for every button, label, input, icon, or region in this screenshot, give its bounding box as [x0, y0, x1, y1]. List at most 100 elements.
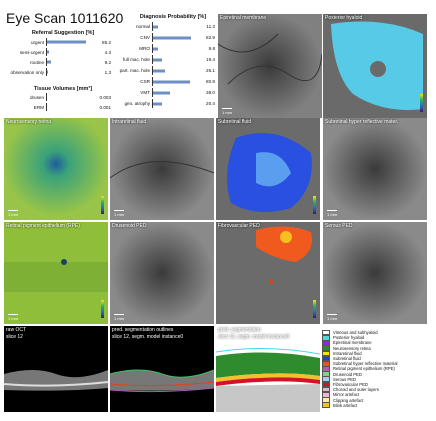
pred-seg-label: pred. segmentation	[218, 327, 261, 333]
raw-slice-label: slice 12	[6, 334, 23, 340]
page-title: Eye Scan 1011620	[6, 10, 124, 26]
legend-swatch	[322, 366, 330, 372]
legend-item: Mirror artefact	[322, 392, 434, 398]
bar-value: 82.9	[206, 35, 215, 40]
bar-fill	[153, 36, 192, 39]
legend-item: Subretinal fluid	[322, 355, 434, 362]
legend-swatch	[322, 360, 330, 367]
legend-swatch	[322, 386, 330, 393]
legend-item: Choroid and outer layers	[322, 386, 434, 393]
bar-fill	[47, 50, 49, 54]
bar-track	[46, 48, 93, 56]
bar-track	[46, 68, 93, 76]
legend-item: Intraretinal fluid	[322, 350, 434, 357]
diagnosis-title: Diagnosis Probability [%]	[139, 14, 207, 20]
bar-track	[46, 38, 93, 46]
bar-row: ERM 0.001	[4, 102, 112, 112]
bar-label: part. mac. hole	[119, 68, 150, 73]
neurosensory-retina-map: Neurosensory retina 1 mm	[4, 118, 108, 220]
bar-track	[46, 103, 93, 111]
legend-swatch	[322, 334, 330, 341]
bar-track	[152, 44, 199, 53]
legend-swatch	[322, 345, 330, 351]
scale-label: 1 mm	[8, 212, 18, 217]
bar-label: full mac. hole	[122, 57, 150, 62]
tile-label: Neurosensory retina	[6, 119, 52, 125]
bar-label: semi-urgent	[19, 49, 44, 55]
bar-label: normal	[135, 24, 150, 29]
bar-track	[152, 88, 199, 97]
bar-value: 0.001	[99, 104, 112, 110]
pred-outline-label: pred. segmentation outlines	[112, 327, 174, 333]
legend-label: Drusenoid PED	[333, 371, 362, 377]
tile-label: Intraretinal fluid	[112, 119, 147, 125]
legend-swatch	[322, 350, 330, 357]
bar-fill	[153, 25, 159, 28]
legend-swatch	[322, 392, 330, 398]
pred-slice-label: slice 12, segm. model instance0	[112, 334, 184, 340]
raw-oct-slice: raw OCT slice 12	[4, 326, 108, 412]
bar-row: full mac. hole 19.4	[116, 54, 216, 65]
bar-track	[152, 22, 199, 31]
bar-row: CSR 80.9	[116, 76, 216, 87]
legend-swatch	[322, 402, 330, 409]
pred-seg-slice-label: slice 12, segm. model instance0	[218, 334, 290, 340]
legend-swatch	[322, 371, 330, 377]
bar-track	[152, 66, 199, 75]
pred-segmentation-slice: pred. segmentation slice 12, segm. model…	[216, 326, 320, 412]
colorbar	[101, 300, 104, 318]
legend-swatch	[322, 376, 330, 383]
bar-label: routine	[29, 59, 44, 65]
legend-label: Epiretinal membrane	[333, 340, 372, 346]
serous-ped-map: Serous PED 1 mm	[323, 222, 427, 324]
bar-value: 20.4	[206, 101, 215, 106]
bar-label: CNV	[140, 35, 150, 40]
bar-fill	[47, 70, 48, 74]
bar-value: 4.3	[104, 49, 111, 55]
bar-row: geo. atrophy 20.4	[116, 98, 216, 109]
bar-fill	[153, 80, 191, 83]
colorbar	[313, 300, 316, 318]
bar-value: 11.3	[206, 24, 215, 29]
legend-item: Epiretinal membrane	[322, 340, 434, 346]
bar-row: VMT 38.0	[116, 87, 216, 98]
intraretinal-fluid-map: Intraretinal fluid 1 mm	[110, 118, 214, 220]
bar-track	[152, 77, 199, 86]
legend-label: Choroid and outer layers	[333, 387, 379, 393]
posterior-hyaloid-map: Posterior hyaloid	[323, 14, 427, 118]
rpe-map: Retinal pigment epithelium (RPE) 1 mm	[4, 222, 108, 324]
legend-item: Retinal pigment epithelium (RPE)	[322, 366, 434, 372]
subretinal-fluid-map: Subretinal fluid	[216, 118, 320, 220]
legend-label: Subretinal hyper reflective material	[333, 361, 398, 367]
hyper-reflective-material-map: Subretinal hyper reflective mater. 1 mm	[323, 118, 427, 220]
bar-fill	[47, 60, 52, 64]
bar-row: observation only 1.3	[4, 67, 112, 77]
legend-swatch	[322, 340, 330, 346]
legend-swatch	[322, 355, 330, 362]
bar-row: urgent 85.2	[4, 37, 112, 47]
pred-outline-slice: pred. segmentation outlines slice 12, se…	[110, 326, 214, 412]
bar-label: drusen	[29, 94, 44, 100]
bar-row: MRO 9.8	[116, 43, 216, 54]
bar-track	[46, 58, 93, 66]
legend-label: Posterior hyaloid	[333, 335, 365, 341]
segmentation-legend: Vitreous and subhyaloid Posterior hyaloid…	[322, 329, 434, 414]
bar-label: VMT	[140, 90, 150, 95]
legend-item: Fibrovascular PED	[322, 381, 434, 388]
bar-value: 19.4	[206, 57, 215, 62]
bar-row: normal 11.3	[116, 21, 216, 32]
scale-label: 1 mm	[114, 316, 124, 321]
tissue-panel: drusen 0.003 ERM 0.001	[4, 92, 112, 114]
scale-label: 1 mm	[327, 212, 337, 217]
scale-label: 1 mm	[8, 316, 18, 321]
legend-label: Retinal pigment epithelium (RPE)	[333, 366, 395, 372]
bar-value: 1.3	[104, 69, 111, 75]
legend-item: Posterior hyaloid	[322, 334, 434, 341]
bar-row: routine 9.2	[4, 57, 112, 67]
bar-value: 80.9	[206, 79, 215, 84]
legend-item: Serous PED	[322, 376, 434, 383]
legend-label: Vitreous and subhyaloid	[333, 330, 378, 336]
bar-label: CSR	[140, 79, 150, 84]
referral-title: Referral Suggestion [%]	[31, 30, 95, 36]
legend-swatch	[322, 397, 330, 403]
